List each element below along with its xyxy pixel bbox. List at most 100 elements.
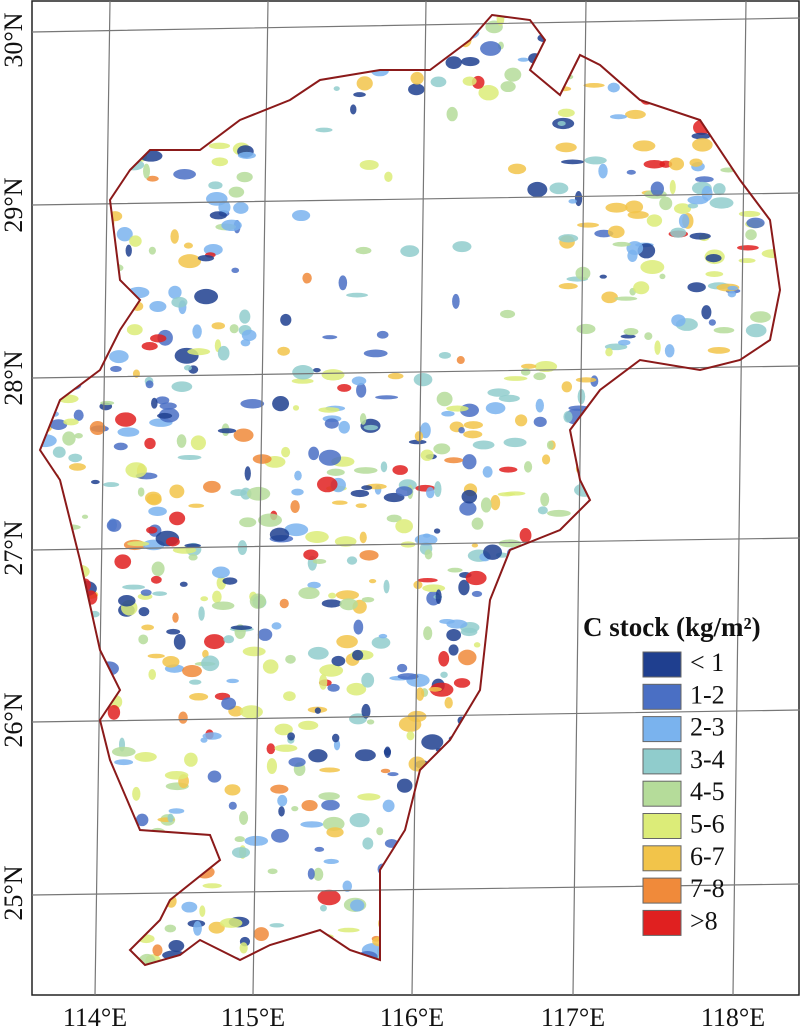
raster-patch xyxy=(300,821,324,828)
raster-patch xyxy=(262,659,279,674)
raster-patch xyxy=(640,260,665,275)
raster-patch xyxy=(397,663,408,673)
raster-patch xyxy=(713,326,735,334)
raster-patch xyxy=(152,591,168,596)
raster-patch xyxy=(324,418,339,429)
raster-patch xyxy=(277,794,288,807)
raster-patch xyxy=(337,927,360,933)
raster-patch xyxy=(558,234,579,243)
raster-patch xyxy=(485,402,506,415)
raster-patch xyxy=(157,412,173,419)
raster-patch xyxy=(118,595,136,607)
raster-patch xyxy=(654,340,661,355)
raster-patch xyxy=(234,836,245,843)
raster-patch xyxy=(426,486,435,499)
raster-patch xyxy=(221,697,237,710)
raster-patch xyxy=(527,181,548,198)
raster-patch xyxy=(146,175,159,182)
raster-patch xyxy=(110,365,122,372)
raster-patch xyxy=(249,593,266,609)
raster-patch xyxy=(116,226,133,242)
legend-swatch xyxy=(642,716,682,743)
raster-patch xyxy=(171,296,188,308)
raster-patch xyxy=(159,402,177,410)
raster-patch xyxy=(170,229,179,244)
raster-patch xyxy=(141,624,154,631)
raster-patch xyxy=(387,772,399,777)
raster-patch xyxy=(326,468,345,476)
raster-patch xyxy=(745,229,757,241)
raster-patch xyxy=(350,104,357,115)
raster-patch xyxy=(302,272,312,284)
raster-patch xyxy=(422,533,431,538)
raster-patch xyxy=(193,921,202,936)
raster-patch xyxy=(141,342,158,351)
raster-patch xyxy=(461,489,478,504)
raster-patch xyxy=(482,466,493,478)
raster-patch xyxy=(355,503,367,508)
raster-patch xyxy=(90,479,100,485)
raster-patch xyxy=(68,463,86,471)
raster-patch xyxy=(446,405,469,412)
raster-patch xyxy=(352,649,364,661)
raster-patch xyxy=(143,163,151,179)
raster-patch xyxy=(188,503,205,508)
raster-patch xyxy=(291,378,314,384)
raster-patch xyxy=(462,454,477,470)
raster-patch xyxy=(231,847,251,859)
raster-patch xyxy=(138,953,156,965)
raster-patch xyxy=(395,486,413,497)
raster-patch xyxy=(233,202,249,214)
raster-patch xyxy=(738,258,756,264)
raster-patch xyxy=(283,691,296,702)
raster-patch xyxy=(383,579,390,594)
raster-patch xyxy=(353,92,366,98)
longitude-label: 118°E xyxy=(701,1003,765,1032)
raster-patch xyxy=(620,334,636,339)
raster-patch xyxy=(643,159,666,169)
raster-patch xyxy=(270,784,289,794)
raster-patch xyxy=(292,365,314,380)
raster-patch xyxy=(533,416,547,427)
raster-patch xyxy=(266,758,278,775)
raster-patch xyxy=(177,454,202,460)
raster-patch xyxy=(687,282,706,293)
raster-patch xyxy=(375,395,399,400)
legend-swatch xyxy=(642,877,682,904)
raster-patch xyxy=(198,606,205,621)
raster-patch xyxy=(701,305,712,320)
raster-patch xyxy=(577,222,600,228)
raster-patch xyxy=(294,470,302,481)
raster-patch xyxy=(168,285,182,299)
raster-patch xyxy=(190,435,206,451)
raster-patch xyxy=(695,176,714,183)
raster-patch xyxy=(659,196,673,211)
latitude-label: 27°N xyxy=(0,520,28,575)
raster-patch xyxy=(274,723,293,736)
raster-patch xyxy=(499,466,518,473)
raster-patch xyxy=(253,927,269,941)
raster-patch xyxy=(708,319,716,326)
raster-patch xyxy=(371,636,391,649)
raster-patch xyxy=(292,405,300,411)
raster-patch xyxy=(168,808,185,814)
raster-patch xyxy=(176,434,187,448)
raster-patch xyxy=(291,805,299,812)
raster-patch xyxy=(346,556,358,565)
raster-patch xyxy=(315,127,333,133)
raster-patch xyxy=(231,267,240,274)
raster-patch xyxy=(171,381,193,392)
raster-patch xyxy=(89,421,106,435)
raster-patch xyxy=(172,612,179,623)
raster-patch xyxy=(277,346,290,356)
raster-patch xyxy=(462,76,477,86)
raster-patch xyxy=(473,642,481,648)
raster-patch xyxy=(244,466,251,481)
raster-patch xyxy=(331,655,346,667)
raster-patch xyxy=(633,281,650,295)
raster-patch xyxy=(673,203,692,214)
raster-patch xyxy=(447,567,463,573)
raster-patch xyxy=(298,720,319,730)
legend-swatch xyxy=(642,845,682,872)
